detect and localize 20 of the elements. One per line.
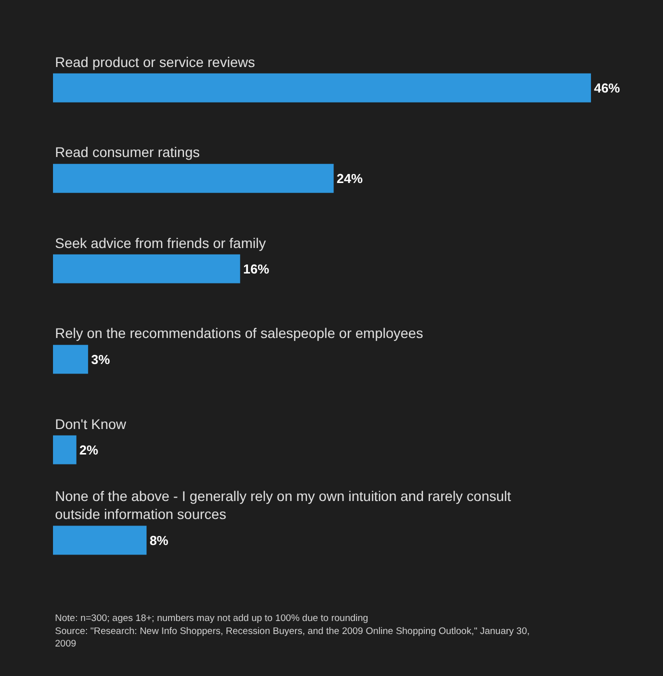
- y-tick-label: Don't Know: [55, 416, 128, 432]
- y-tick-label: Rely on the recommendations of salespeople or employees: [55, 325, 424, 341]
- data-label: 24%: [336, 170, 364, 186]
- bar: [53, 73, 591, 102]
- data-label: 46%: [594, 80, 620, 96]
- y-tick-label: Read consumer ratings: [55, 144, 200, 160]
- bar: [53, 435, 76, 464]
- bar: [53, 526, 147, 555]
- y-tick-label: Read product or service reviews: [55, 54, 255, 70]
- y-tick-label: Seek advice from friends or family: [55, 235, 266, 251]
- data-label: 16%: [243, 261, 270, 276]
- data-label: 2%: [79, 442, 99, 458]
- bar: [53, 254, 240, 284]
- source-note: Source: "Research: New Info Shoppers, Recession Buyers, and the 2009 Online Shopping Outlook," January 30, 2009: [55, 626, 530, 650]
- bar: [53, 344, 88, 374]
- text: Note: n=300; ages 18+; numbers may not add up to 100% due to rounding: [55, 613, 368, 624]
- data-label: 8%: [150, 532, 169, 548]
- data-label: 3%: [91, 352, 110, 367]
- y-tick-label: None of the above - I generally rely on my own intuition and rarely consult outside information sources: [55, 488, 512, 522]
- bar: [53, 164, 334, 193]
